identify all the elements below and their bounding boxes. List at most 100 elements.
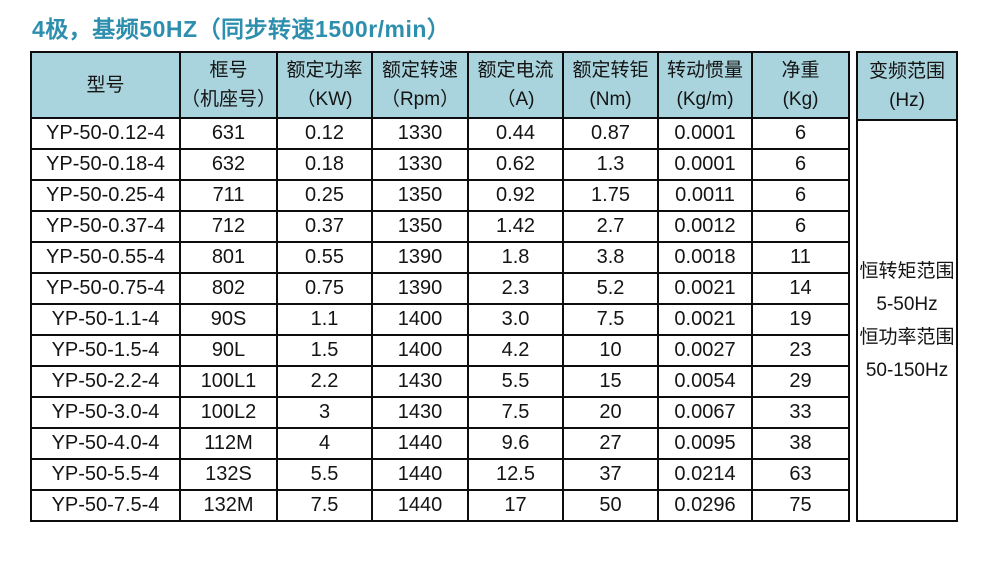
cell-frame: 711 [178, 179, 279, 212]
cell-torque: 7.5 [562, 303, 660, 336]
cell-model: YP-50-3.0-4 [30, 396, 181, 429]
note-line: 恒转矩范围 [859, 260, 955, 282]
cell-weight: 75 [751, 489, 851, 522]
cell-frame: 90L [178, 334, 279, 367]
spec-table-wrap: 型号 框号 （机座号） 额定功率 （KW) 额定转速 （Rpm） [30, 51, 993, 522]
cell-power: 5.5 [276, 458, 374, 491]
cell-torque: 0.87 [562, 117, 660, 150]
cell-model: YP-50-0.55-4 [30, 241, 181, 274]
cell-model: YP-50-1.5-4 [30, 334, 181, 367]
note-line: 恒功率范围 [859, 326, 955, 348]
cell-torque: 27 [562, 427, 660, 460]
cell-power: 0.75 [276, 272, 374, 305]
table-row: YP-50-0.25-4 711 0.25 1350 0.92 1.75 0.0… [30, 179, 851, 212]
header-row: 型号 框号 （机座号） 额定功率 （KW) 额定转速 （Rpm） [30, 51, 851, 119]
cell-torque: 5.2 [562, 272, 660, 305]
cell-model: YP-50-0.25-4 [30, 179, 181, 212]
cell-current: 1.42 [467, 210, 565, 243]
table-row: YP-50-0.12-4 631 0.12 1330 0.44 0.87 0.0… [30, 117, 851, 150]
cell-frame: 712 [178, 210, 279, 243]
cell-model: YP-50-1.1-4 [30, 303, 181, 336]
cell-torque: 37 [562, 458, 660, 491]
cell-model: YP-50-7.5-4 [30, 489, 181, 522]
cell-speed: 1400 [371, 303, 470, 336]
cell-weight: 23 [751, 334, 851, 367]
col-header-label: 变频范围 [869, 61, 946, 82]
cell-current: 17 [467, 489, 565, 522]
cell-weight: 14 [751, 272, 851, 305]
cell-speed: 1390 [371, 272, 470, 305]
cell-inertia: 0.0214 [657, 458, 754, 491]
cell-speed: 1350 [371, 179, 470, 212]
cell-power: 0.55 [276, 241, 374, 274]
cell-inertia: 0.0012 [657, 210, 754, 243]
cell-inertia: 0.0018 [657, 241, 754, 274]
cell-frame: 132M [178, 489, 279, 522]
table-row: YP-50-1.1-4 90S 1.1 1400 3.0 7.5 0.0021 … [30, 303, 851, 336]
cell-model: YP-50-4.0-4 [30, 427, 181, 460]
cell-current: 0.92 [467, 179, 565, 212]
col-header-unit: (Nm) [589, 89, 632, 110]
cell-frame: 112M [178, 427, 279, 460]
cell-inertia: 0.0011 [657, 179, 754, 212]
cell-power: 0.25 [276, 179, 374, 212]
note-line: 5-50Hz [876, 293, 938, 315]
cell-current: 7.5 [467, 396, 565, 429]
cell-power: 7.5 [276, 489, 374, 522]
cell-speed: 1430 [371, 396, 470, 429]
cell-weight: 38 [751, 427, 851, 460]
col-header-label: 框号 [209, 60, 248, 81]
page: 4极，基频50HZ（同步转速1500r/min） 型号 框号 （机座号） 额定 [30, 16, 993, 522]
cell-torque: 1.3 [562, 148, 660, 181]
cell-weight: 63 [751, 458, 851, 491]
cell-inertia: 0.0296 [657, 489, 754, 522]
cell-model: YP-50-0.37-4 [30, 210, 181, 243]
cell-frame: 801 [178, 241, 279, 274]
table-body: YP-50-0.12-4 631 0.12 1330 0.44 0.87 0.0… [30, 117, 851, 522]
note-line: 50-150Hz [865, 359, 949, 381]
cell-speed: 1350 [371, 210, 470, 243]
cell-inertia: 0.0001 [657, 117, 754, 150]
cell-weight: 6 [751, 148, 851, 181]
cell-speed: 1390 [371, 241, 470, 274]
cell-current: 0.62 [467, 148, 565, 181]
cell-speed: 1330 [371, 117, 470, 150]
col-header-unit: (Kg/m) [676, 89, 734, 110]
cell-power: 4 [276, 427, 374, 460]
cell-speed: 1440 [371, 427, 470, 460]
cell-speed: 1330 [371, 148, 470, 181]
table-row: YP-50-0.18-4 632 0.18 1330 0.62 1.3 0.00… [30, 148, 851, 181]
cell-model: YP-50-0.12-4 [30, 117, 181, 150]
cell-weight: 6 [751, 210, 851, 243]
cell-inertia: 0.0021 [657, 272, 754, 305]
table-row: YP-50-0.75-4 802 0.75 1390 2.3 5.2 0.002… [30, 272, 851, 305]
cell-current: 3.0 [467, 303, 565, 336]
col-header-unit: (Kg) [782, 89, 819, 110]
table-row: YP-50-5.5-4 132S 5.5 1440 12.5 37 0.0214… [30, 458, 851, 491]
cell-torque: 50 [562, 489, 660, 522]
cell-current: 4.2 [467, 334, 565, 367]
table-row: YP-50-1.5-4 90L 1.5 1400 4.2 10 0.0027 2… [30, 334, 851, 367]
col-header-speed: 额定转速 （Rpm） [371, 51, 470, 119]
cell-torque: 10 [562, 334, 660, 367]
table-row: YP-50-3.0-4 100L2 3 1430 7.5 20 0.0067 3… [30, 396, 851, 429]
col-header-label: 转动惯量 [667, 60, 744, 81]
cell-inertia: 0.0054 [657, 365, 754, 398]
frequency-range-note: 恒转矩范围 5-50Hz 恒功率范围 50-150Hz [858, 121, 957, 520]
cell-power: 0.12 [276, 117, 374, 150]
cell-torque: 2.7 [562, 210, 660, 243]
motor-spec-table: 型号 框号 （机座号） 额定功率 （KW) 额定转速 （Rpm） [30, 51, 851, 522]
cell-inertia: 0.0027 [657, 334, 754, 367]
table-row: YP-50-7.5-4 132M 7.5 1440 17 50 0.0296 7… [30, 489, 851, 522]
cell-weight: 19 [751, 303, 851, 336]
cell-power: 1.5 [276, 334, 374, 367]
table-row: YP-50-0.37-4 712 0.37 1350 1.42 2.7 0.00… [30, 210, 851, 243]
cell-current: 0.44 [467, 117, 565, 150]
col-header-frequency-range: 变频范围 (Hz) [858, 53, 957, 121]
table-header: 型号 框号 （机座号） 额定功率 （KW) 额定转速 （Rpm） [30, 51, 851, 119]
table-row: YP-50-4.0-4 112M 4 1440 9.6 27 0.0095 38 [30, 427, 851, 460]
col-header-model: 型号 [30, 51, 181, 119]
col-header-label: 额定转速 [382, 60, 459, 81]
cell-torque: 1.75 [562, 179, 660, 212]
cell-frame: 632 [178, 148, 279, 181]
